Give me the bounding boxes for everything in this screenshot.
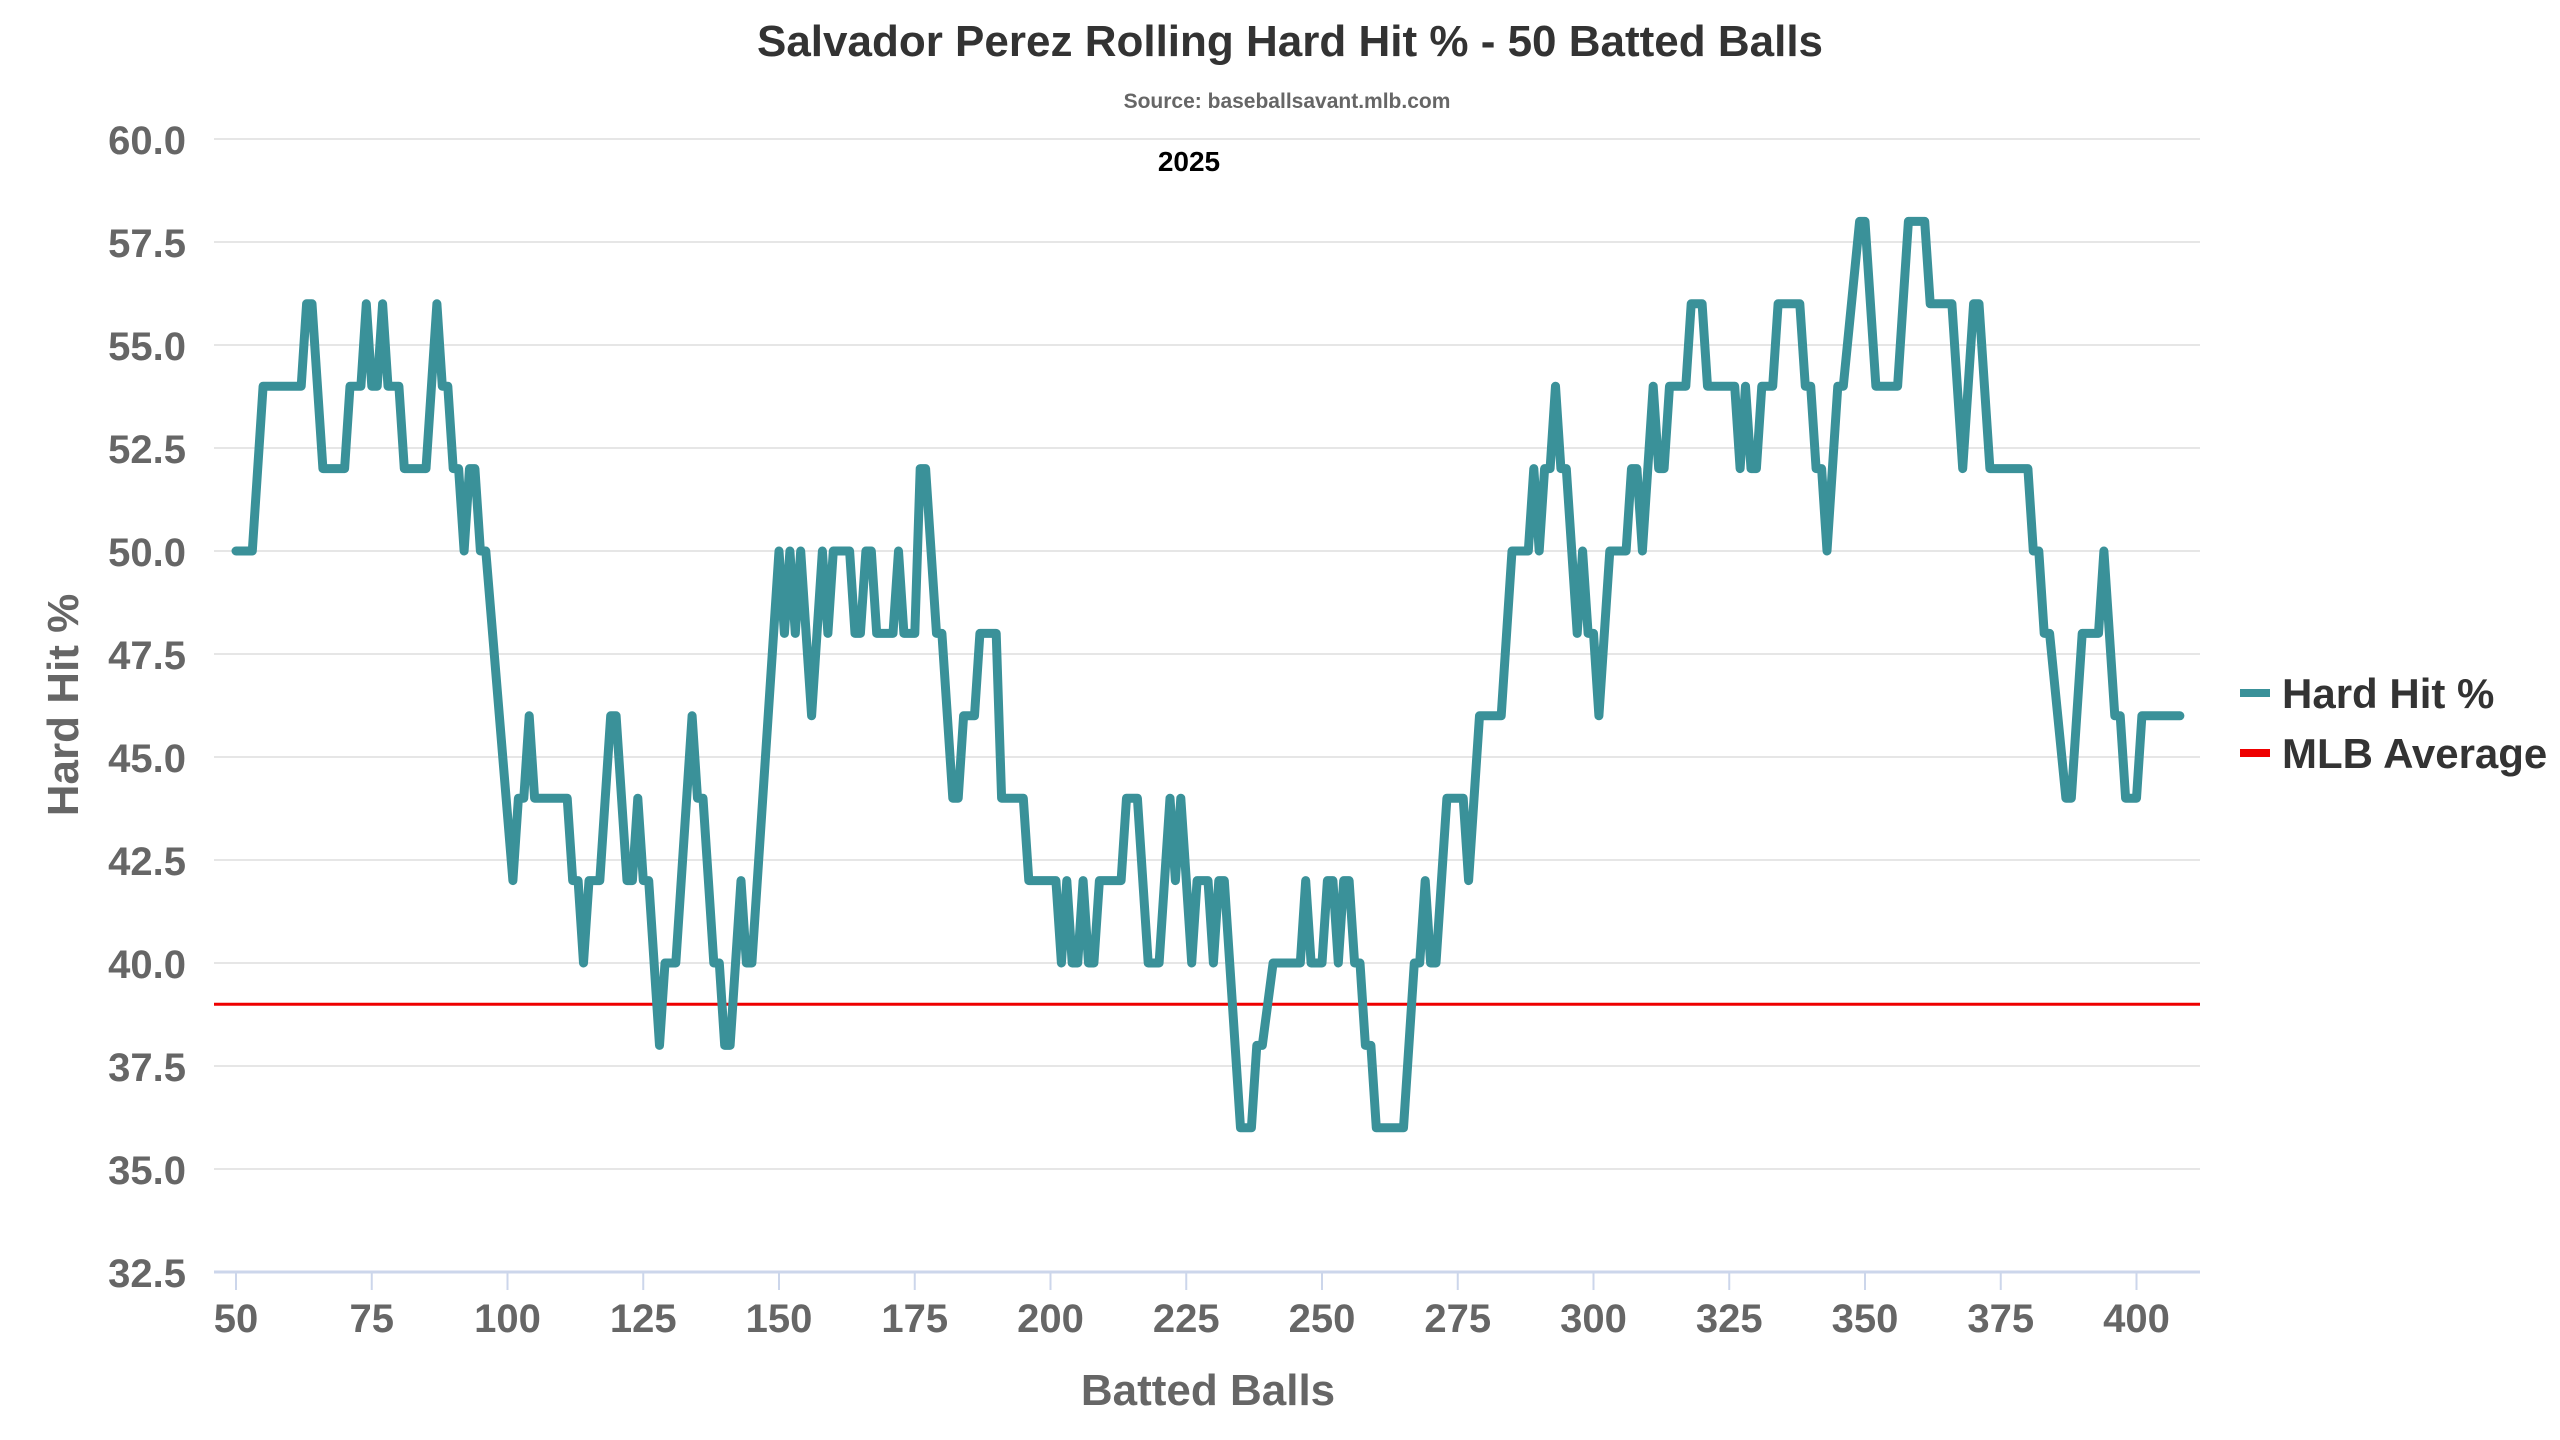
chart-title: Salvador Perez Rolling Hard Hit % - 50 B… <box>757 17 1823 66</box>
x-tick-label: 375 <box>1967 1297 2034 1341</box>
y-axis-ticks: 32.5 35.0 37.5 40.0 42.5 45.0 47.5 50.0 52.5 55.0… <box>108 119 186 1296</box>
legend-label-hard-hit: Hard Hit % <box>2282 670 2494 717</box>
x-tick-label: 200 <box>1017 1297 1084 1341</box>
y-tick-label: 42.5 <box>108 840 186 884</box>
x-tick-label: 100 <box>474 1297 541 1341</box>
y-tick-label: 35.0 <box>108 1149 186 1193</box>
x-axis-ticks: 50 75 100 125 150 175 200 225 250 275 300 325 350 375… <box>214 1272 2170 1341</box>
x-tick-label: 75 <box>350 1297 395 1341</box>
x-tick-label: 325 <box>1696 1297 1763 1341</box>
x-tick-label: 225 <box>1153 1297 1220 1341</box>
x-tick-label: 175 <box>881 1297 948 1341</box>
x-axis-title: Batted Balls <box>1081 1366 1335 1415</box>
y-tick-label: 37.5 <box>108 1046 186 1090</box>
y-tick-label: 50.0 <box>108 531 186 575</box>
x-tick-label: 250 <box>1289 1297 1356 1341</box>
y-tick-label: 57.5 <box>108 222 186 266</box>
year-annotation: 2025 <box>1158 146 1220 177</box>
x-tick-label: 125 <box>610 1297 677 1341</box>
x-tick-label: 400 <box>2103 1297 2170 1341</box>
y-tick-label: 47.5 <box>108 634 186 678</box>
y-tick-label: 55.0 <box>108 325 186 369</box>
y-tick-label: 40.0 <box>108 943 186 987</box>
y-tick-label: 52.5 <box>108 428 186 472</box>
y-tick-label: 32.5 <box>108 1252 186 1296</box>
y-tick-label: 45.0 <box>108 737 186 781</box>
x-tick-label: 150 <box>746 1297 813 1341</box>
x-tick-label: 275 <box>1424 1297 1491 1341</box>
x-tick-label: 50 <box>214 1297 259 1341</box>
hard-hit-line <box>231 216 2185 1133</box>
legend-label-mlb-average: MLB Average <box>2282 730 2547 777</box>
x-tick-label: 300 <box>1560 1297 1627 1341</box>
x-tick-label: 350 <box>1832 1297 1899 1341</box>
chart-subtitle: Source: baseballsavant.mlb.com <box>1124 90 1451 113</box>
legend: Hard Hit % MLB Average <box>2240 670 2547 777</box>
y-tick-label: 60.0 <box>108 119 186 163</box>
y-axis-title: Hard Hit % <box>39 594 88 816</box>
